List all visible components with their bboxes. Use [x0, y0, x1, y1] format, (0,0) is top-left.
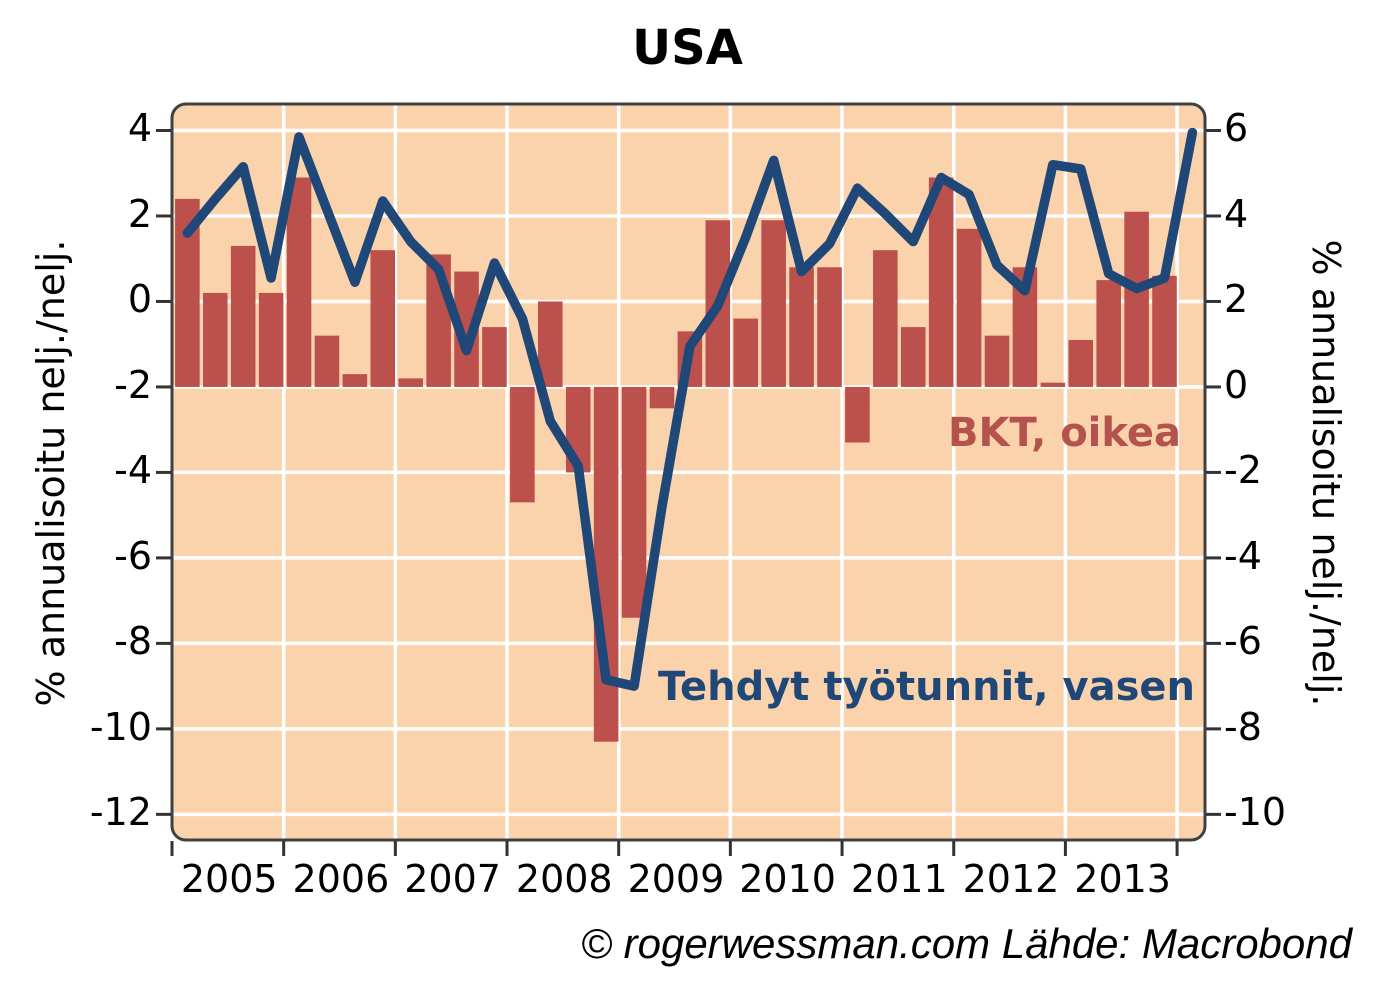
- gdp-bar: [1096, 280, 1121, 387]
- right-tick--2: -2: [1224, 448, 1262, 493]
- gdp-bar: [928, 177, 954, 387]
- plot-border: [170, 102, 1207, 842]
- gdp-bar: [1124, 211, 1149, 387]
- gdp-bar: [314, 335, 340, 387]
- gdp-bar: [733, 318, 759, 387]
- gdp-bar: [956, 228, 982, 387]
- left-tick-2: 2: [127, 192, 152, 237]
- source-caption: © rogerwessman.com Lähde: Macrobond: [581, 920, 1352, 967]
- right-tick--8: -8: [1224, 705, 1262, 750]
- left-tick--8: -8: [114, 619, 152, 664]
- right-axis-title: % annualisoitu nelj./nelj.: [1304, 239, 1348, 707]
- gdp-bar: [258, 292, 284, 387]
- gdp-bar: [1152, 275, 1177, 387]
- left-tick--10: -10: [89, 705, 152, 750]
- gdp-bar: [230, 245, 256, 387]
- gdp-bar: [202, 292, 228, 387]
- x-tick-2007: 2007: [404, 857, 501, 901]
- chart-title: USA: [632, 20, 743, 76]
- gdp-bar: [1068, 339, 1094, 387]
- right-tick-2: 2: [1224, 277, 1249, 322]
- left-tick--2: -2: [114, 363, 152, 408]
- right-tick-0: 0: [1224, 363, 1249, 408]
- x-tick-2009: 2009: [627, 857, 725, 901]
- line-series-label: Tehdyt työtunnit, vasen: [658, 664, 1195, 710]
- bar-series-label: BKT, oikea: [948, 410, 1182, 456]
- gdp-bar: [1040, 382, 1066, 387]
- x-tick-2010: 2010: [739, 857, 836, 901]
- left-tick--6: -6: [114, 534, 152, 579]
- gdp-bar: [593, 386, 619, 742]
- gdp-bar: [845, 386, 870, 443]
- x-tick-2008: 2008: [515, 857, 613, 901]
- x-tick-2012: 2012: [962, 857, 1060, 901]
- x-tick-2006: 2006: [292, 857, 390, 901]
- right-tick-6: 6: [1224, 106, 1249, 151]
- gdp-bar: [398, 378, 423, 387]
- x-tick-2011: 2011: [850, 857, 948, 901]
- gdp-bar: [900, 327, 926, 387]
- gdp-bar: [621, 386, 647, 618]
- right-tick-4: 4: [1224, 192, 1249, 237]
- hours-worked-line: [182, 127, 1198, 691]
- left-tick--4: -4: [114, 448, 152, 493]
- gdp-bar: [817, 267, 842, 387]
- left-tick-0: 0: [127, 277, 152, 322]
- left-tick-4: 4: [127, 106, 152, 151]
- gdp-bar: [342, 374, 368, 387]
- gdp-bar: [873, 250, 898, 387]
- gdp-bar: [370, 250, 396, 387]
- gdp-bar: [482, 327, 507, 387]
- gdp-bar: [984, 335, 1010, 387]
- left-tick--12: -12: [89, 790, 152, 835]
- gdp-bar: [761, 220, 786, 387]
- x-tick-2013: 2013: [1074, 857, 1171, 901]
- plot-layer: [172, 104, 1205, 840]
- gdp-bar: [286, 177, 312, 387]
- gdp-bar: [538, 301, 563, 387]
- gdp-bar: [789, 267, 814, 387]
- gdp-bar: [649, 386, 675, 409]
- right-tick--4: -4: [1224, 534, 1262, 579]
- right-tick--6: -6: [1224, 619, 1262, 664]
- x-tick-2005: 2005: [180, 857, 278, 901]
- right-tick--10: -10: [1224, 790, 1287, 835]
- gdp-bar: [510, 386, 535, 503]
